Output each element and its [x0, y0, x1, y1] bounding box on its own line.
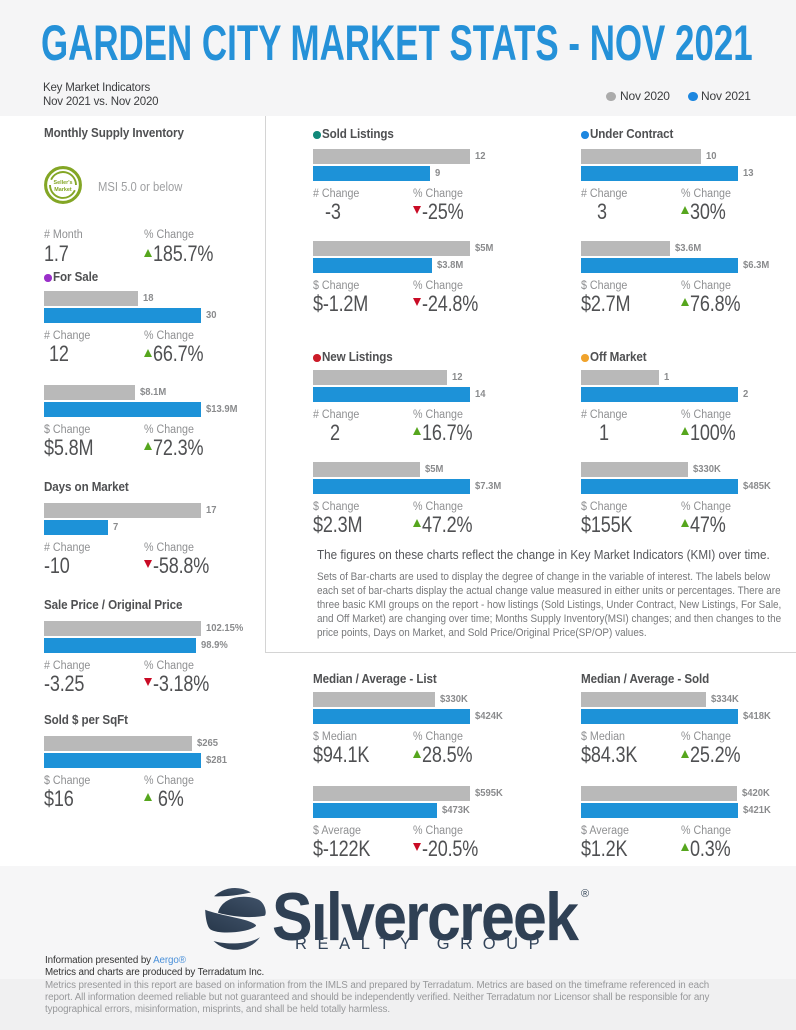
svg-text:Market: Market: [54, 187, 72, 193]
svg-text:Seller's: Seller's: [53, 180, 72, 186]
